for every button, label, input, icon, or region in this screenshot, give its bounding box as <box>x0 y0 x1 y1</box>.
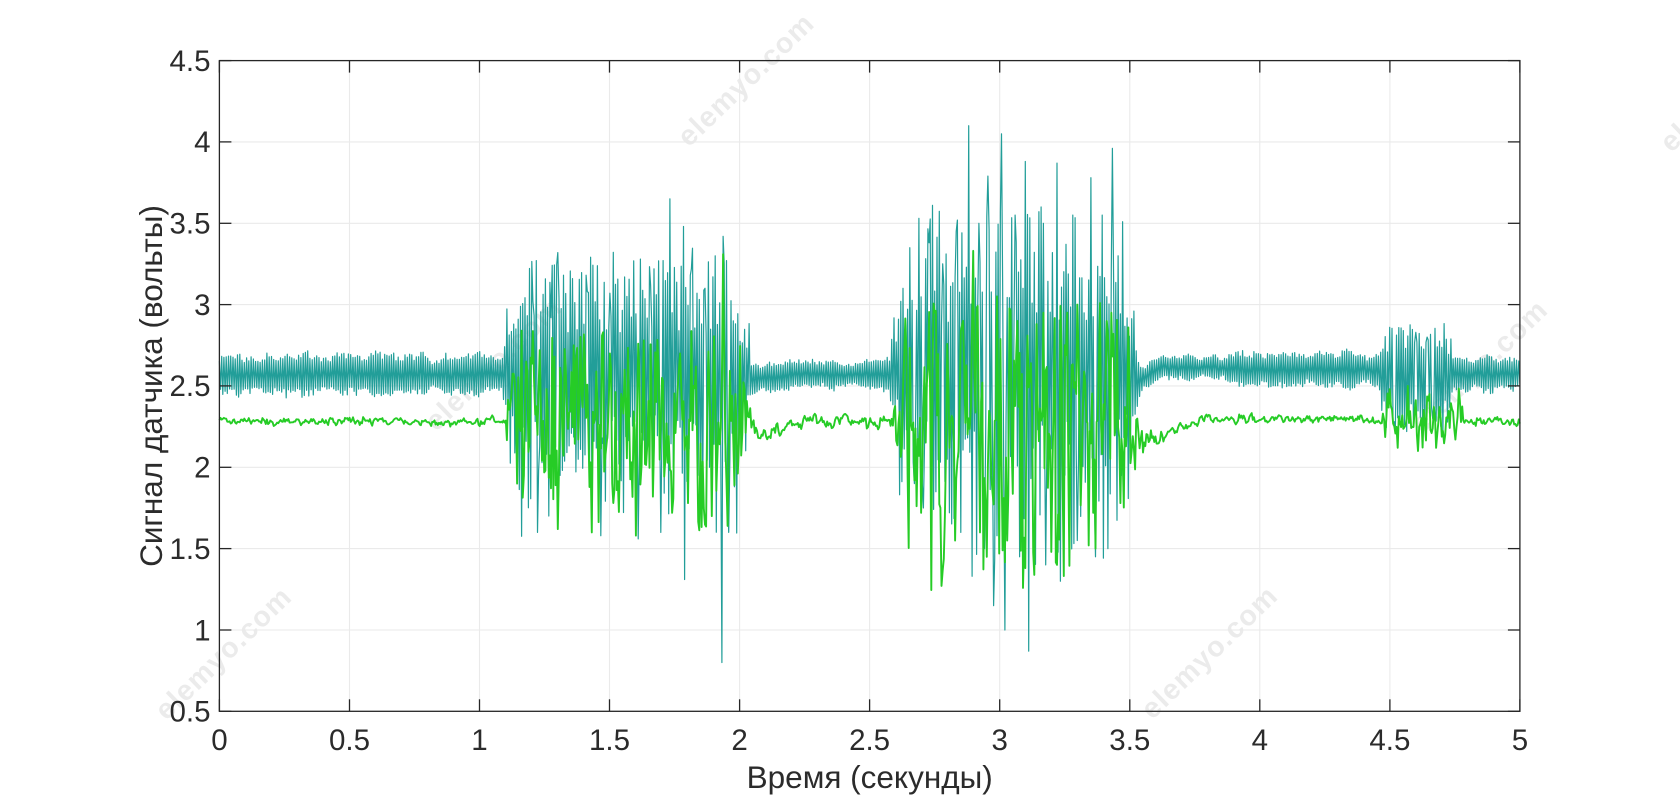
svg-text:elemyo.com: elemyo.com <box>1135 580 1284 726</box>
svg-text:Время (секунды): Время (секунды) <box>747 759 993 795</box>
svg-text:4: 4 <box>194 126 210 159</box>
svg-text:5: 5 <box>1512 724 1528 757</box>
svg-text:2.5: 2.5 <box>169 370 210 403</box>
svg-text:1.5: 1.5 <box>169 533 210 566</box>
svg-text:elemyo.com: elemyo.com <box>672 7 821 153</box>
svg-text:4.5: 4.5 <box>169 45 210 78</box>
svg-text:2: 2 <box>731 724 747 757</box>
svg-text:0: 0 <box>211 724 227 757</box>
svg-text:0.5: 0.5 <box>329 724 370 757</box>
svg-text:Сигнал датчика (вольты): Сигнал датчика (вольты) <box>133 205 169 567</box>
svg-text:1: 1 <box>194 614 210 647</box>
svg-text:2.5: 2.5 <box>849 724 890 757</box>
svg-text:3.5: 3.5 <box>169 208 210 241</box>
svg-text:1.5: 1.5 <box>589 724 630 757</box>
svg-text:3.5: 3.5 <box>1109 724 1150 757</box>
svg-text:3: 3 <box>194 289 210 322</box>
svg-text:4: 4 <box>1252 724 1268 757</box>
svg-text:3: 3 <box>991 724 1007 757</box>
svg-text:2: 2 <box>194 452 210 485</box>
svg-text:elemyo.com: elemyo.com <box>1654 13 1680 159</box>
svg-text:4.5: 4.5 <box>1369 724 1410 757</box>
svg-text:0.5: 0.5 <box>169 696 210 729</box>
svg-text:1: 1 <box>471 724 487 757</box>
